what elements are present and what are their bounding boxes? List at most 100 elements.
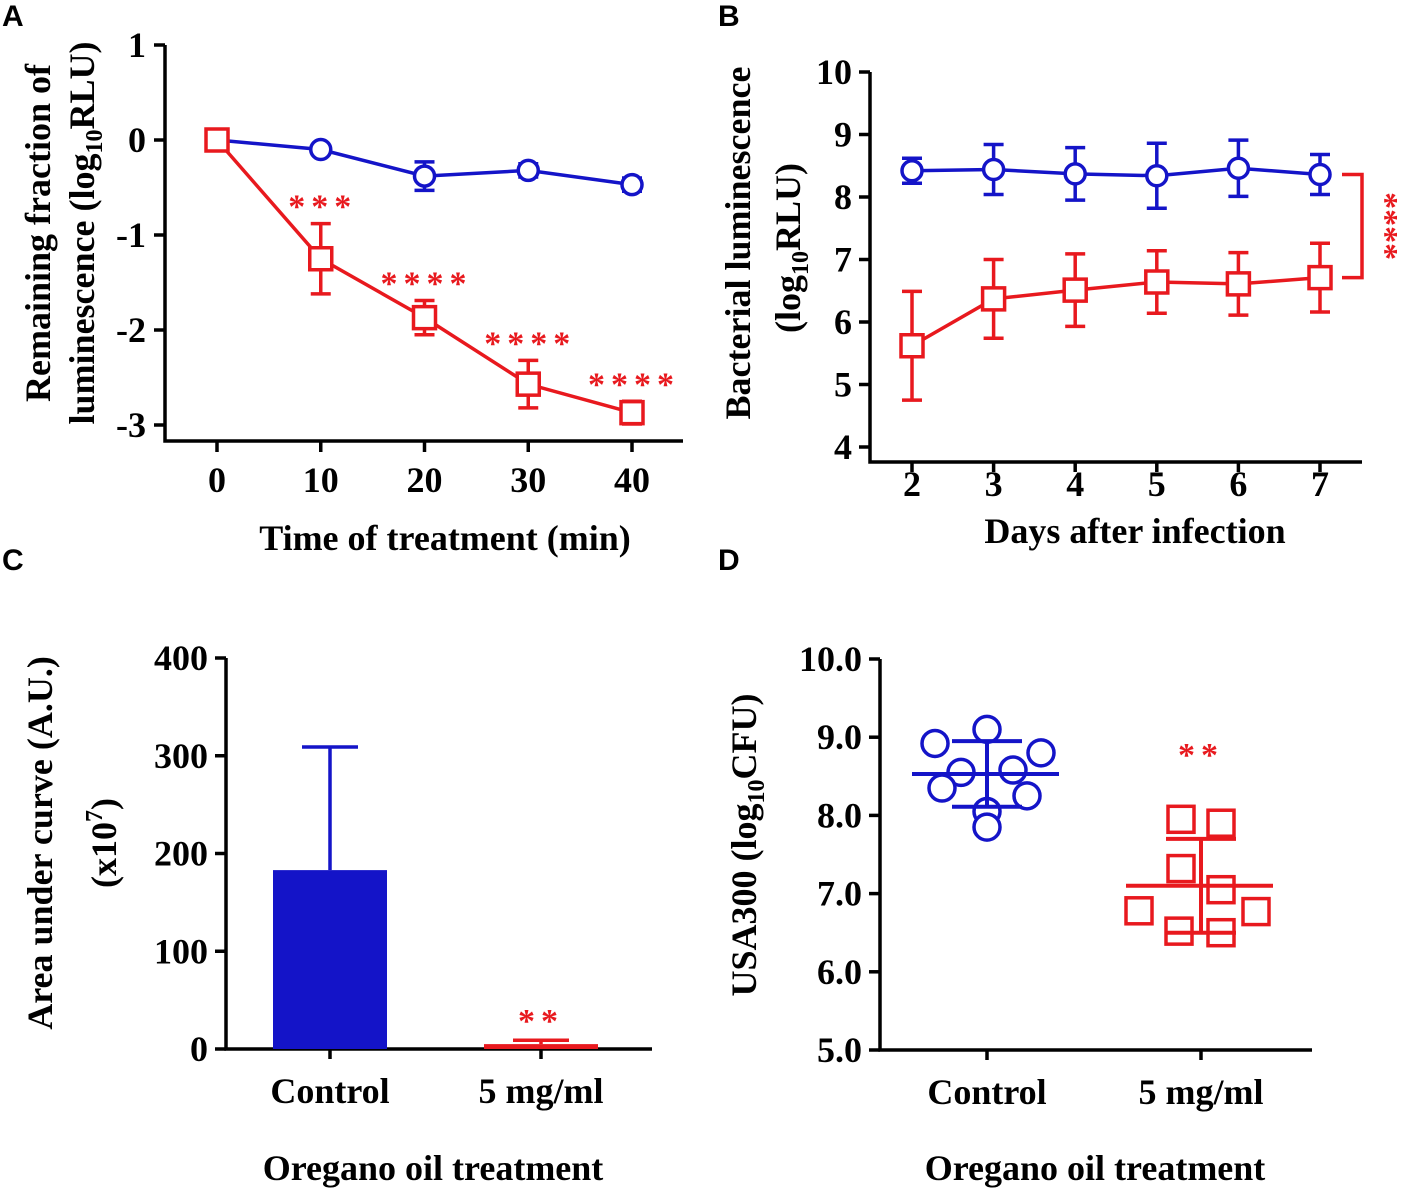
panel-b-series-1-point xyxy=(1307,264,1333,291)
panel-b-axes xyxy=(868,72,1362,464)
panel-d-significance-label: ** xyxy=(1178,737,1224,774)
panel-b-series-1-point xyxy=(1062,277,1088,303)
panel-d-group-1-point xyxy=(1166,853,1196,884)
panel-label-a: A xyxy=(2,0,24,33)
panel-b-x-tick-label: 5 xyxy=(1148,464,1166,504)
panel-a-significance-label: **** xyxy=(588,366,680,403)
panel-d-y-axis-title: USA300 (log10CFU) xyxy=(724,694,770,997)
panel-b-x-tick-label: 2 xyxy=(903,464,921,504)
panel-d-group-0-point xyxy=(927,773,957,803)
panel-c-errorbar-1 xyxy=(513,1038,569,1045)
panel-a-series-0-point xyxy=(516,158,540,183)
panel-label-d: D xyxy=(718,544,740,577)
panel-b-series-1-point xyxy=(980,286,1007,312)
panel-d-group-1-sd-bar xyxy=(1166,836,1236,935)
panel-d-y-tick-label: 7.0 xyxy=(817,874,862,914)
panel-a: A Time of treatment (min) Remaining frac… xyxy=(2,0,683,558)
panel-d-group-1-point xyxy=(1206,808,1236,838)
panel-d-group-0-point xyxy=(1026,738,1056,768)
panel-a-x-tick-label: 40 xyxy=(614,460,650,500)
panel-a-x-tick-label: 10 xyxy=(303,460,339,500)
panel-label-b: B xyxy=(718,0,740,33)
panel-b-series-0-point xyxy=(900,159,924,183)
panel-c-errorbar-0 xyxy=(302,745,358,871)
panel-b-x-tick-label: 4 xyxy=(1066,464,1084,504)
panel-c-y-tick-label: 400 xyxy=(154,638,208,678)
panel-b-y-tick-label: 7 xyxy=(834,240,852,280)
panel-a-series-1-point xyxy=(204,127,230,153)
panel-b-series-0-point xyxy=(1063,162,1087,186)
panel-d-y-tick-label: 6.0 xyxy=(817,952,862,992)
panel-b-y-tick-label: 5 xyxy=(834,365,852,405)
panel-a-significance-label: **** xyxy=(381,266,473,303)
panel-b-significance-bracket xyxy=(1342,172,1364,280)
panel-a-series-1-point xyxy=(308,246,334,272)
panel-a-y-tick-label: -2 xyxy=(116,310,146,350)
panel-c-y-tick-label: 200 xyxy=(154,834,208,874)
panel-b-series-0-point xyxy=(981,157,1006,182)
panel-a-y-tick-label: -1 xyxy=(116,215,146,255)
panel-b-y-tick-label: 8 xyxy=(834,177,852,217)
panel-b-y-tick-label: 6 xyxy=(834,302,852,342)
panel-d: D Oregano oil treatment USA300 (log10CFU… xyxy=(718,544,1312,1188)
panel-b-y-tick-label: 9 xyxy=(834,115,852,155)
panel-d-group-1-point xyxy=(1166,804,1196,835)
panel-a-series-0-point xyxy=(620,172,644,197)
panel-c-bar-0 xyxy=(273,870,387,1049)
panel-b-series-1-point xyxy=(1225,271,1252,297)
panel-a-y-tick-label: -3 xyxy=(116,405,146,445)
panel-d-x-axis-title: Oregano oil treatment xyxy=(925,1148,1266,1188)
panel-c-x-tick-label: 5 mg/ml xyxy=(479,1071,604,1111)
panel-b-series-0-point xyxy=(1226,156,1251,180)
panel-d-group-1-point xyxy=(1124,896,1154,926)
panel-a-series-1-point xyxy=(619,399,645,426)
panel-a-axes xyxy=(163,45,683,443)
panel-b-y-tick-label: 4 xyxy=(834,427,852,467)
panel-c: C Oregano oil treatment Area under curve… xyxy=(2,544,652,1188)
panel-label-c: C xyxy=(2,544,24,577)
panel-c-x-axis-title: Oregano oil treatment xyxy=(263,1148,604,1188)
panel-a-series-0-point xyxy=(309,137,333,162)
panel-d-group-0-point xyxy=(1012,781,1042,811)
panel-d-y-tick-label: 10.0 xyxy=(799,639,862,679)
panel-a-series-1-point xyxy=(411,304,438,331)
panel-a-y-tick-label: 0 xyxy=(128,120,146,160)
panel-b-series-0-point xyxy=(1308,162,1332,187)
panel-b-series-1-point xyxy=(1144,269,1170,295)
panel-b: B Days after infection Bacterial lumines… xyxy=(718,0,1404,551)
panel-a-x-axis-title: Time of treatment (min) xyxy=(259,518,631,558)
panel-c-y-tick-label: 100 xyxy=(154,931,208,971)
panel-d-y-tick-label: 5.0 xyxy=(817,1030,862,1070)
panel-d-y-tick-label: 8.0 xyxy=(817,795,862,835)
panel-d-group-0-point xyxy=(972,812,1002,842)
panel-c-x-tick-label: Control xyxy=(270,1071,389,1111)
panel-b-y-axis-title-line1: Bacterial luminescence xyxy=(718,67,758,420)
panel-d-group-0-point xyxy=(998,755,1028,785)
panel-a-y-axis-title-line1: Remaining fraction of xyxy=(18,63,58,402)
panel-d-group-0-sd-bar xyxy=(952,739,1022,809)
panel-c-y-axis-title-line1: Area under curve (A.U.) xyxy=(20,656,60,1030)
panel-d-x-tick-label: Control xyxy=(927,1072,1046,1112)
panel-c-y-tick-label: 0 xyxy=(190,1029,208,1069)
panel-a-y-tick-label: 1 xyxy=(128,25,146,65)
panel-b-x-tick-label: 3 xyxy=(985,464,1003,504)
panel-a-x-tick-label: 0 xyxy=(208,460,226,500)
panel-d-group-1-point xyxy=(1206,874,1236,905)
panel-d-axes xyxy=(878,659,1312,1052)
panel-b-y-axis-title-line2: (log10RLU) xyxy=(768,163,814,333)
panel-b-series-0-point xyxy=(1145,164,1169,188)
panel-a-x-tick-label: 20 xyxy=(407,460,443,500)
panel-b-series-1-point xyxy=(899,333,925,359)
panel-b-series-line-1 xyxy=(911,275,1321,348)
panel-a-series-1-point xyxy=(515,371,541,397)
panel-c-y-axis-title-line2: (x107) xyxy=(82,798,124,888)
panel-a-y-axis-title-line2: luminescence (log10RLU) xyxy=(62,42,108,425)
panel-d-group-0-point xyxy=(972,714,1002,745)
panel-d-group-0-point xyxy=(920,728,950,759)
panel-b-y-tick-label: 10 xyxy=(816,52,852,92)
panel-a-significance-label: *** xyxy=(288,189,357,226)
panel-d-y-tick-label: 9.0 xyxy=(817,717,862,757)
panel-b-series-line-0 xyxy=(911,166,1321,178)
panel-d-x-tick-label: 5 mg/ml xyxy=(1139,1072,1264,1112)
